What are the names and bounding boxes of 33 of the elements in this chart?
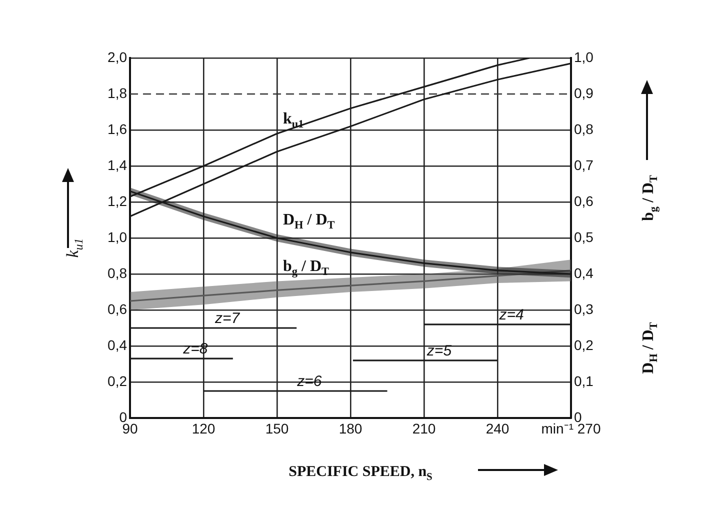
y2-tick-label: 0,5 [574,228,594,245]
y-tick-label: 0 [119,408,128,425]
series-label: z=5 [426,342,452,360]
y-tick-label: 0,4 [108,336,128,353]
y-tick-label: 1,6 [108,120,128,137]
y2-tick-label: 0,3 [574,300,594,317]
x-tick-label: 120 [192,420,216,436]
x-tick-label: 180 [338,420,362,436]
y2-tick-label: 0,7 [574,156,594,173]
y2-tick-label: 1,0 [574,48,594,65]
y-tick-label: 1,4 [108,156,128,173]
series-label: z=4 [498,306,524,324]
y-tick-label: 0,8 [108,264,128,281]
y2-axis-title: bg / DT [640,174,660,221]
y2-tick-label: 0,2 [574,336,594,353]
y2-tick-label: 0 [574,408,582,425]
y2-tick-label: 0,4 [574,264,594,281]
y2-tick-label: 0,8 [574,120,594,137]
y-tick-label: 1,0 [108,228,128,245]
series-label: z=7 [214,310,240,327]
x-tick-label: 240 [486,420,510,436]
y-tick-label: 0,2 [108,372,128,389]
y2-tick-label: 0,6 [574,192,594,209]
y2-tick-label: 0,9 [574,84,594,101]
y-tick-label: 1,2 [108,192,128,209]
y2-tick-label: 0,1 [574,372,594,389]
y-tick-label: 2,0 [108,48,128,65]
text: DH / DT [640,322,660,374]
y-tick-label: 0,6 [108,300,128,317]
y-tick-label: 1,8 [108,84,128,101]
x-tick-label: 210 [412,420,436,436]
y-axis-title: ku1 [63,238,86,258]
x-tick-label: 150 [265,420,289,436]
